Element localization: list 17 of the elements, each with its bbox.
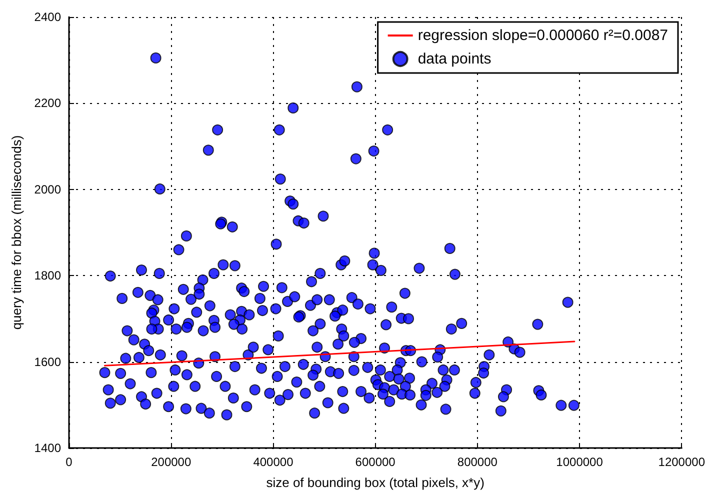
y-tick-label: 2400 [34,10,62,24]
y-tick-label: 2000 [34,182,62,196]
x-axis-title: size of bounding box (total pixels, x*y) [266,475,484,490]
x-tick-label: 0 [66,455,73,469]
y-tick-label: 2200 [34,96,62,110]
x-tick-label: 1200000 [658,455,706,469]
x-tick-label: 600000 [355,455,396,469]
x-tick-label: 800000 [457,455,498,469]
legend-label: regression slope=0.000060 r²=0.0087 [418,27,668,44]
x-tick-label: 200000 [151,455,192,469]
legend-label: data points [418,50,492,68]
y-tick-label: 1600 [34,354,62,369]
y-tick-label: 1400 [34,441,62,455]
x-tick-label: 1000000 [556,455,604,469]
x-tick-label: 400000 [253,455,294,469]
y-axis-title: query time for bbox (milliseconds) [9,135,24,330]
y-tick-label: 1800 [34,268,62,283]
